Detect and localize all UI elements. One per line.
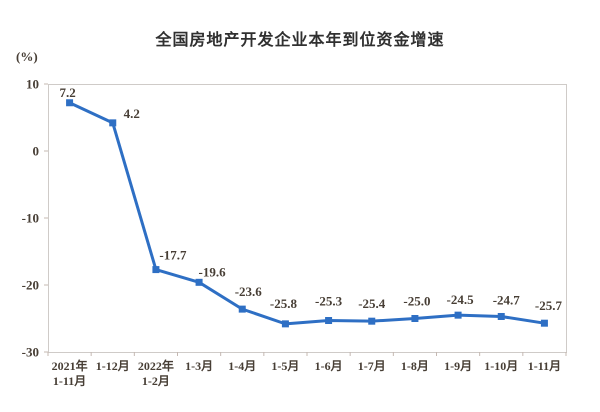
data-point-marker: [454, 311, 462, 319]
data-point-label: -19.6: [199, 264, 227, 279]
x-axis-category-label: 1-3月: [185, 359, 213, 373]
y-axis-tick-label: -10: [22, 211, 39, 226]
data-point-label: -25.0: [403, 294, 430, 309]
y-axis-tick-label: 10: [26, 77, 39, 92]
data-point-label: -24.5: [447, 292, 475, 307]
data-point-marker: [152, 266, 160, 274]
plot-border: [48, 84, 567, 353]
y-axis-tick-label: -30: [22, 345, 39, 360]
data-point-label: -25.8: [270, 296, 298, 311]
x-axis-category-label: 1-6月: [315, 359, 343, 373]
data-point-marker: [411, 315, 419, 322]
x-axis-category-label: 1-4月: [228, 359, 256, 373]
x-axis-category-label: 1-11月: [528, 359, 561, 373]
data-point-label: -25.7: [535, 298, 563, 313]
x-axis-category-label: 1-11月: [53, 374, 86, 388]
data-point-marker: [238, 305, 246, 313]
data-point-marker: [66, 99, 74, 107]
series-line: [68, 101, 546, 326]
data-point-label: -25.4: [358, 296, 386, 311]
data-point-marker: [497, 312, 505, 320]
x-axis-category-label: 1-2月: [142, 374, 170, 388]
data-point-marker: [281, 320, 289, 328]
data-point-label: 7.2: [59, 85, 75, 100]
x-axis-category-label: 2022年: [138, 358, 174, 373]
x-axis-category-label: 1-9月: [444, 359, 472, 373]
y-axis-unit-label: (%): [16, 49, 38, 64]
data-point-label: -25.3: [315, 294, 343, 309]
data-point-marker: [325, 317, 333, 325]
data-point-marker: [109, 119, 117, 127]
x-axis-category-label: 1-7月: [358, 359, 386, 373]
y-axis-tick-label: -20: [22, 278, 39, 293]
data-point-label: -24.7: [493, 292, 521, 307]
data-point-marker: [540, 319, 548, 327]
x-axis-category-label: 1-5月: [271, 359, 299, 373]
data-point-label: 4.2: [124, 106, 140, 121]
x-axis-category-label: 1-10月: [484, 359, 518, 373]
x-axis-category-label: 1-12月: [96, 359, 130, 373]
data-point-marker: [368, 317, 376, 325]
chart-title: 全国房地产开发企业本年到位资金增速: [155, 32, 445, 49]
y-axis-tick-label: 0: [33, 144, 40, 159]
x-axis-category-label: 1-8月: [401, 359, 429, 373]
data-point-label: -17.7: [159, 248, 187, 263]
data-point-marker: [195, 278, 203, 286]
x-axis-category-label: 2021年: [52, 358, 88, 373]
data-point-label: -23.6: [235, 284, 263, 299]
